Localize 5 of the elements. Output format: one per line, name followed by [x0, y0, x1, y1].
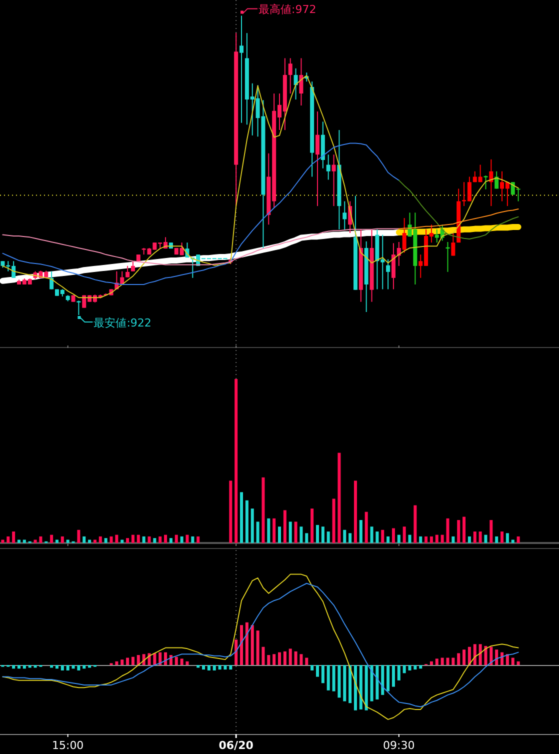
text: 最安値:922 — [94, 316, 152, 330]
annotation: 最高値:972 — [258, 3, 316, 16]
x-tick-label: 06/20 — [218, 739, 254, 752]
x-tick-label: 15:00 — [52, 739, 84, 752]
x-tick-label: 09:30 — [383, 739, 415, 752]
